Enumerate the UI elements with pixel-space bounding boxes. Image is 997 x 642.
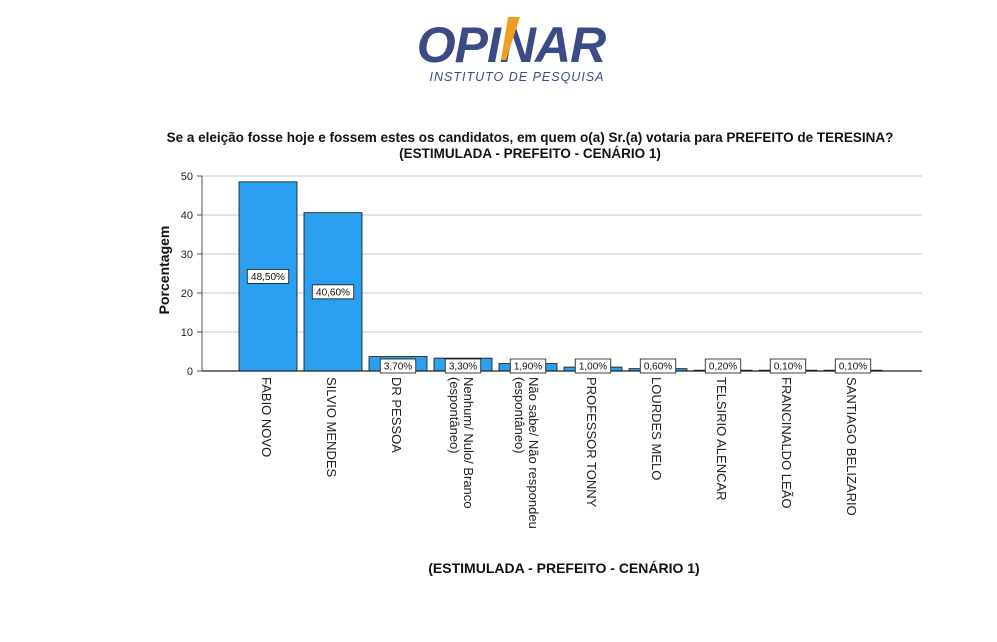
- logo-tagline: INSTITUTO DE PESQUISA: [430, 70, 605, 84]
- x-tick-label-line: Não sabe/ Não respondeu: [526, 377, 541, 529]
- data-label-text: 3,30%: [449, 362, 477, 373]
- x-tick-label-line: DR PESSOA: [389, 377, 404, 453]
- data-label-text: 3,70%: [384, 362, 412, 373]
- y-tick-label: 40: [181, 210, 193, 222]
- data-label-text: 1,00%: [579, 362, 607, 373]
- data-label: 3,30%: [444, 358, 482, 374]
- x-axis-title: (ESTIMULADA - PREFEITO - CENÁRIO 1): [428, 560, 699, 576]
- x-tick-label: PROFESSOR TONNY: [584, 377, 599, 508]
- x-tick-label: FABIO NOVO: [259, 377, 274, 457]
- data-label-box: [379, 358, 417, 374]
- axes: 0 10 20 30 40 50: [181, 171, 922, 378]
- data-label-text: 40,60%: [316, 287, 350, 298]
- data-label-text: 48,50%: [251, 272, 285, 283]
- data-label-box: [834, 358, 872, 374]
- x-tick-label-line: PROFESSOR TONNY: [584, 377, 599, 508]
- data-label: 1,90%: [509, 358, 547, 374]
- x-tick-label: Não sabe/ Não respondeu(espontâneo): [512, 377, 541, 529]
- x-tick-label: TELSIRIO ALENCAR: [714, 377, 729, 501]
- x-tick-label: SILVIO MENDES: [324, 377, 339, 478]
- chart-title: Se a eleição fosse hoje e fossem estes o…: [166, 130, 894, 161]
- x-tick-label-line: (espontâneo): [512, 377, 527, 454]
- data-label-text: 0,10%: [774, 362, 802, 373]
- x-tick-label-line: SILVIO MENDES: [324, 377, 339, 478]
- x-tick-label: DR PESSOA: [389, 377, 404, 453]
- y-tick-label: 0: [187, 366, 193, 378]
- x-tick-label-line: (espontâneo): [447, 377, 462, 454]
- x-tick-label: LOURDES MELO: [649, 377, 664, 480]
- data-label-box: [639, 358, 677, 374]
- data-label-box: [769, 358, 807, 374]
- data-label: 0,10%: [769, 358, 807, 374]
- y-tick-label: 30: [181, 249, 193, 261]
- y-tick-label: 50: [181, 171, 193, 183]
- opinar-logo: OPINAR INSTITUTO DE PESQUISA: [417, 17, 607, 84]
- x-tick-label-line: TELSIRIO ALENCAR: [714, 377, 729, 501]
- data-label-text: 0,10%: [839, 362, 867, 373]
- bars: [238, 181, 883, 372]
- data-label: 3,70%: [379, 358, 417, 374]
- y-axis-title: Porcentagem: [156, 226, 172, 315]
- y-tick-label: 10: [181, 327, 193, 339]
- x-tick-label: Nenhum/ Nulo/ Branco(espontâneo): [447, 377, 476, 509]
- data-label-box: [574, 358, 612, 374]
- x-tick-label: FRANCINALDO LEÃO: [779, 377, 794, 508]
- x-tick-label: SANTIAGO BELIZARIO: [844, 377, 859, 516]
- data-label-text: 1,90%: [514, 362, 542, 373]
- data-label: 0,10%: [834, 358, 872, 374]
- data-label: 40,60%: [311, 284, 355, 300]
- category-labels: FABIO NOVO SILVIO MENDES DR PESSOA Nenhum/ …: [259, 377, 859, 529]
- data-label: 0,20%: [704, 358, 742, 374]
- x-tick-label-line: Nenhum/ Nulo/ Branco: [461, 377, 476, 509]
- data-label-text: 0,20%: [709, 362, 737, 373]
- x-tick-label-line: FRANCINALDO LEÃO: [779, 377, 794, 508]
- y-tick-label: 20: [181, 288, 193, 300]
- data-label-box: [444, 358, 482, 374]
- logo-accent-swoosh: [501, 17, 520, 60]
- data-label-box: [246, 269, 290, 284]
- data-label: 1,00%: [574, 358, 612, 374]
- data-label: 0,60%: [639, 358, 677, 374]
- data-label-box: [704, 358, 742, 374]
- data-label-text: 0,60%: [644, 362, 672, 373]
- x-tick-label-line: FABIO NOVO: [259, 377, 274, 457]
- data-label-box: [509, 358, 547, 374]
- data-label-box: [311, 284, 355, 300]
- x-tick-label-line: LOURDES MELO: [649, 377, 664, 480]
- x-tick-label-line: SANTIAGO BELIZARIO: [844, 377, 859, 516]
- data-label: 48,50%: [246, 269, 290, 284]
- data-labels: 48,50% 40,60% 3,70% 3,30% 1,90% 1,00% 0,60% 0,2…: [246, 269, 872, 374]
